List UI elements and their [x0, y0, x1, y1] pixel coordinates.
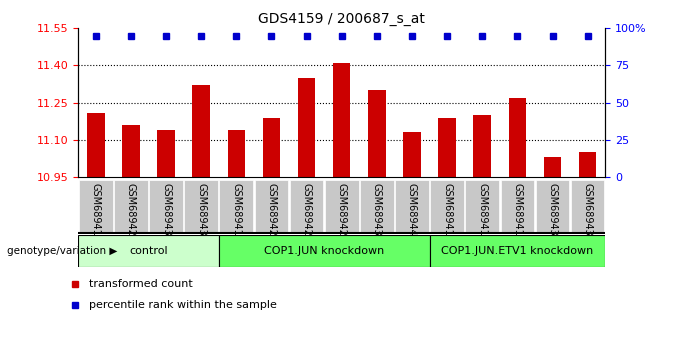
Bar [544, 157, 561, 177]
Text: control: control [129, 246, 168, 256]
Bar [333, 63, 350, 177]
FancyBboxPatch shape [395, 180, 429, 233]
Text: GSM689432: GSM689432 [161, 183, 171, 242]
Text: GSM689414: GSM689414 [231, 183, 241, 242]
Bar [122, 125, 139, 177]
Text: GSM689431: GSM689431 [547, 183, 558, 242]
Text: GSM689413: GSM689413 [477, 183, 488, 242]
FancyBboxPatch shape [149, 180, 183, 233]
Text: GSM689440: GSM689440 [407, 183, 417, 242]
FancyBboxPatch shape [325, 180, 358, 233]
Text: GSM689435: GSM689435 [196, 183, 206, 242]
FancyBboxPatch shape [430, 235, 605, 267]
FancyBboxPatch shape [220, 180, 253, 233]
Text: GSM689439: GSM689439 [372, 183, 382, 242]
Bar [473, 115, 491, 177]
Bar [439, 118, 456, 177]
Text: COP1.JUN.ETV1 knockdown: COP1.JUN.ETV1 knockdown [441, 246, 594, 256]
Bar [509, 98, 526, 177]
FancyBboxPatch shape [184, 180, 218, 233]
Text: GSM689428: GSM689428 [126, 183, 136, 242]
Bar [228, 130, 245, 177]
Bar [403, 132, 421, 177]
Text: COP1.JUN knockdown: COP1.JUN knockdown [264, 246, 384, 256]
Text: GSM689418: GSM689418 [90, 183, 101, 242]
Bar [192, 85, 210, 177]
FancyBboxPatch shape [500, 180, 534, 233]
Bar [579, 152, 596, 177]
Bar [157, 130, 175, 177]
FancyBboxPatch shape [571, 180, 605, 233]
Text: GSM689438: GSM689438 [583, 183, 593, 242]
Text: GSM689422: GSM689422 [267, 183, 277, 242]
Text: GSM689412: GSM689412 [442, 183, 452, 242]
FancyBboxPatch shape [536, 180, 569, 233]
Bar [298, 78, 316, 177]
Text: GSM689427: GSM689427 [337, 183, 347, 242]
FancyBboxPatch shape [465, 180, 499, 233]
FancyBboxPatch shape [360, 180, 394, 233]
FancyBboxPatch shape [114, 180, 148, 233]
Bar [368, 90, 386, 177]
FancyBboxPatch shape [430, 180, 464, 233]
FancyBboxPatch shape [254, 180, 288, 233]
Title: GDS4159 / 200687_s_at: GDS4159 / 200687_s_at [258, 12, 425, 26]
FancyBboxPatch shape [78, 235, 219, 267]
Text: percentile rank within the sample: percentile rank within the sample [89, 300, 277, 310]
Bar [262, 118, 280, 177]
FancyBboxPatch shape [79, 180, 113, 233]
Text: genotype/variation ▶: genotype/variation ▶ [7, 246, 117, 256]
Text: transformed count: transformed count [89, 279, 192, 289]
FancyBboxPatch shape [219, 235, 430, 267]
Text: GSM689417: GSM689417 [512, 183, 522, 242]
Bar [87, 113, 105, 177]
Text: GSM689425: GSM689425 [301, 183, 311, 242]
FancyBboxPatch shape [290, 180, 324, 233]
